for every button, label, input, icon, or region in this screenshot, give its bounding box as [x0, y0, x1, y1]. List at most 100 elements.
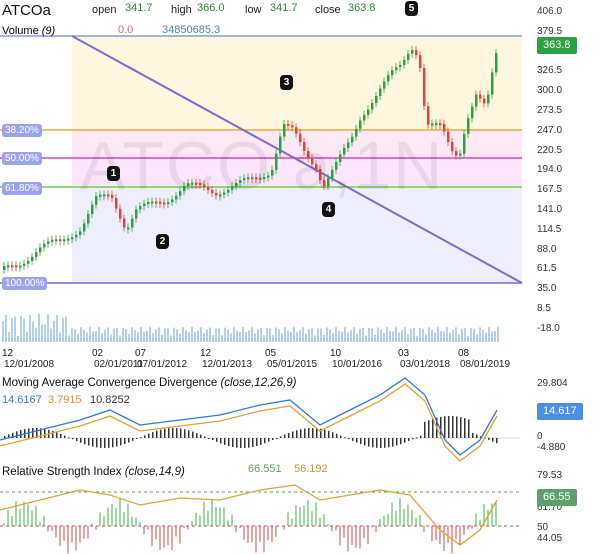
open-label: open	[92, 4, 117, 16]
candle-body	[323, 180, 326, 186]
volume-bar	[254, 333, 256, 342]
macd-histogram-bar	[100, 438, 102, 448]
fib-band-50	[72, 158, 522, 187]
volume-bar	[323, 334, 325, 342]
candle-body	[459, 153, 462, 156]
volume-bar	[56, 314, 58, 342]
volume-bar	[125, 329, 127, 342]
macd-histogram-bar	[496, 438, 498, 444]
macd-histogram-bar	[184, 429, 186, 438]
candle-body	[487, 94, 490, 104]
macd-histogram-bar	[460, 417, 462, 438]
volume-bar	[212, 335, 214, 342]
macd-histogram-bar	[332, 432, 334, 438]
volume-bar	[89, 327, 91, 342]
volume-bar	[338, 330, 340, 342]
volume-bar	[485, 332, 487, 342]
macd-histogram-bar	[368, 438, 370, 447]
candle-body	[295, 127, 298, 134]
volume-bar	[380, 329, 382, 342]
macd-histogram-bar	[16, 431, 18, 438]
candle-body	[383, 81, 386, 89]
fib-label-61: 61.80%	[2, 182, 42, 195]
macd-histogram-bar	[104, 438, 106, 448]
volume-bar	[458, 334, 460, 342]
candle-body	[451, 141, 454, 152]
macd-histogram-bar	[272, 438, 274, 441]
macd-histogram-bar	[300, 429, 302, 438]
volume-bar	[197, 330, 199, 342]
candle-body	[339, 154, 342, 162]
candle-body	[307, 150, 310, 159]
volume-bar	[74, 328, 76, 342]
volume-bar	[464, 327, 466, 342]
volume-bar	[227, 329, 229, 342]
volume-bar	[191, 327, 193, 342]
rsi-axis-50: 50	[537, 522, 549, 533]
volume-bar	[146, 330, 148, 342]
volume-bar	[20, 316, 22, 342]
candle-body	[283, 124, 286, 137]
macd-histogram-bar	[68, 437, 70, 439]
volume-bar	[377, 327, 379, 342]
date-axis-date: 08/01/2019	[460, 359, 511, 370]
volume-bar	[14, 316, 16, 342]
macd-histogram-bar	[228, 438, 230, 447]
volume-bar	[119, 335, 121, 342]
candle-body	[299, 133, 302, 143]
candle-body	[207, 186, 210, 191]
candle-body	[23, 263, 26, 266]
volume-bar	[260, 327, 262, 342]
candle-body	[479, 94, 482, 99]
fib-label-38: 38.20%	[2, 124, 42, 137]
volume-bar	[308, 329, 310, 342]
price-axis-tick: -18.0	[537, 322, 560, 334]
candle-body	[275, 153, 278, 170]
volume-bar	[425, 334, 427, 342]
low-value: 341.7	[270, 2, 298, 14]
rsi-axis-61: 61.70	[537, 502, 563, 513]
candle-body	[219, 194, 222, 197]
volume-bar	[326, 327, 328, 342]
macd-histogram-bar	[296, 430, 298, 438]
candle-body	[483, 98, 486, 104]
date-axis-label: 12 12/01/2013	[200, 348, 252, 370]
macd-params: (close,12,26,9)	[220, 377, 297, 389]
volume-bar	[362, 327, 364, 342]
macd-histogram-bar	[480, 436, 482, 438]
macd-histogram-bar	[280, 436, 282, 438]
candle-body	[151, 201, 154, 204]
volume-bar	[176, 329, 178, 342]
volume-bar	[221, 335, 223, 342]
volume-bar	[488, 327, 490, 342]
volume-bar	[131, 327, 133, 342]
price-axis-tick: 167.5	[537, 184, 563, 196]
macd-histogram-bar	[308, 428, 310, 438]
candle-body	[247, 177, 250, 180]
macd-histogram-bar	[464, 418, 466, 438]
macd-histogram-bar	[268, 438, 270, 442]
volume-bar	[263, 335, 265, 342]
macd-histogram-bar	[456, 416, 458, 438]
macd-histogram-bar	[40, 428, 42, 438]
macd-histogram-bar	[420, 435, 422, 438]
volume-bar	[428, 327, 430, 342]
macd-histogram-bar	[432, 418, 434, 438]
volume-bar	[65, 316, 67, 342]
candle-body	[175, 195, 178, 200]
volume-bar	[368, 328, 370, 342]
volume-bar	[8, 332, 10, 342]
volume-bar	[161, 334, 163, 342]
candle-body	[223, 192, 226, 195]
candle-body	[211, 190, 214, 194]
date-axis-date: 05/01/2015	[267, 359, 318, 370]
high-label: high	[171, 4, 192, 16]
candle-body	[259, 177, 262, 180]
candle-body	[131, 218, 134, 228]
wave-label-1: 1	[107, 166, 120, 181]
volume-bar	[335, 327, 337, 342]
volume-bar	[116, 328, 118, 342]
macd-histogram-bar	[112, 438, 114, 448]
volume-bar	[311, 327, 313, 342]
